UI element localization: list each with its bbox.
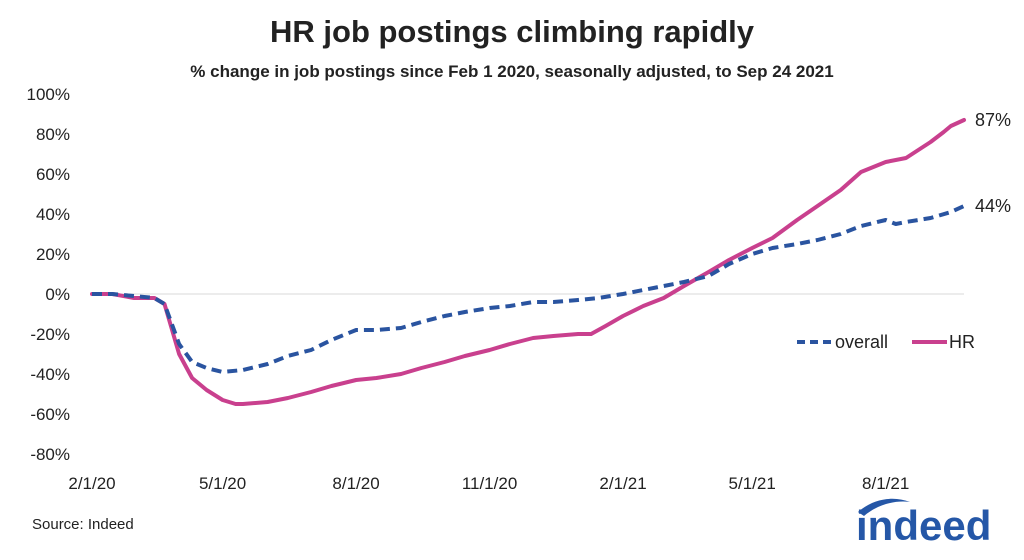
y-axis: -80% -60% -40% -20% 0% 20% 40% 60% 80% 100%: [27, 85, 70, 464]
y-tick-label: 100%: [27, 85, 70, 104]
end-labels: 87% 44%: [975, 110, 1011, 216]
series-line-hr: [90, 118, 966, 406]
legend: overall HR: [797, 332, 975, 352]
y-tick-label: 80%: [36, 125, 70, 144]
series-line-overall: [92, 204, 965, 374]
y-tick-label: -60%: [30, 405, 70, 424]
x-tick-label: 2/1/21: [599, 474, 646, 493]
chart-subtitle: % change in job postings since Feb 1 202…: [190, 62, 834, 81]
y-tick-label: 0%: [45, 285, 70, 304]
x-tick-label: 8/1/21: [862, 474, 909, 493]
x-tick-label: 5/1/21: [729, 474, 776, 493]
end-label-hr: 87%: [975, 110, 1011, 130]
x-axis: 2/1/20 5/1/20 8/1/20 11/1/20 2/1/21 5/1/21 8/1…: [68, 474, 909, 493]
y-tick-label: 40%: [36, 205, 70, 224]
legend-label-overall: overall: [835, 332, 888, 352]
series-group: [90, 118, 966, 406]
source-note: Source: Indeed: [32, 516, 134, 533]
x-tick-label: 5/1/20: [199, 474, 246, 493]
y-tick-label: 60%: [36, 165, 70, 184]
x-tick-label: 2/1/20: [68, 474, 115, 493]
y-tick-label: 20%: [36, 245, 70, 264]
logo-text: indeed: [856, 502, 991, 549]
indeed-logo[interactable]: indeed: [852, 494, 1012, 550]
logo-swoosh-icon: [858, 498, 910, 516]
y-tick-label: -40%: [30, 365, 70, 384]
x-tick-label: 8/1/20: [332, 474, 379, 493]
y-tick-label: -80%: [30, 445, 70, 464]
x-tick-label: 11/1/20: [462, 474, 517, 493]
legend-label-hr: HR: [949, 332, 975, 352]
chart-title: HR job postings climbing rapidly: [270, 14, 754, 49]
y-tick-label: -20%: [30, 325, 70, 344]
end-label-overall: 44%: [975, 196, 1011, 216]
